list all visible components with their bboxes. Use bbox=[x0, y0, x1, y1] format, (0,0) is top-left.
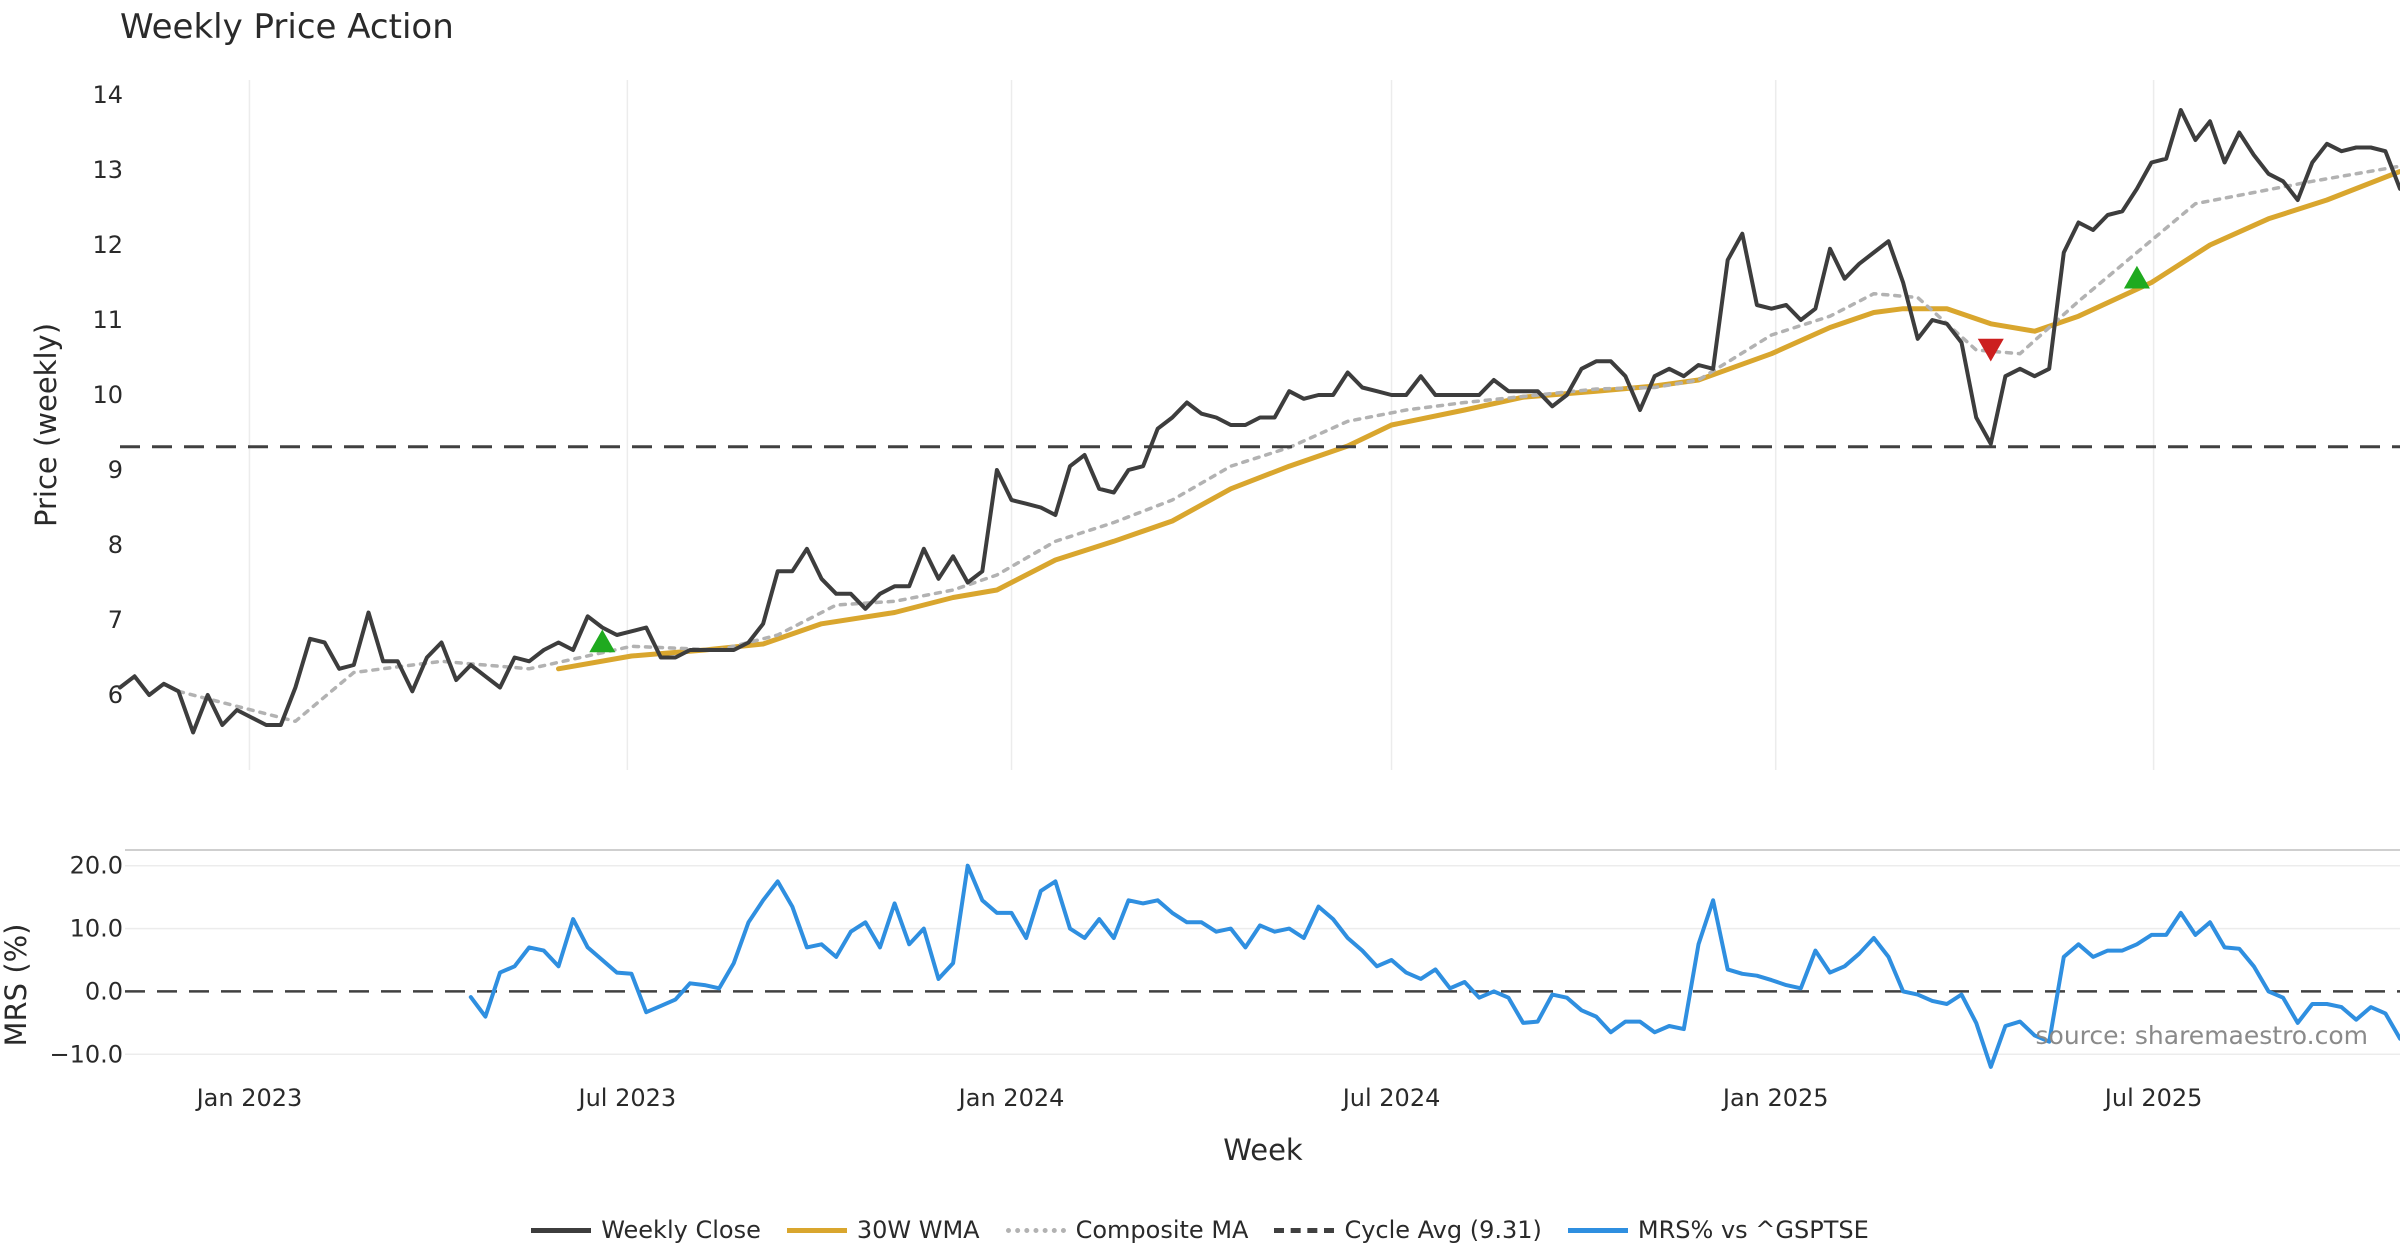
x-tick-label: Jul 2024 bbox=[1341, 1084, 1441, 1112]
chart-title: Weekly Price Action bbox=[120, 7, 454, 47]
legend-swatch bbox=[1567, 1227, 1628, 1233]
price-y-tick-label: 9 bbox=[108, 456, 123, 484]
mrs-y-tick-label: −10.0 bbox=[49, 1040, 123, 1068]
chart-legend: Weekly Close 30W WMA Composite MA Cycle Avg… bbox=[0, 1210, 2400, 1250]
legend-label: MRS% vs ^GSPTSE bbox=[1637, 1216, 1869, 1244]
x-tick-label: Jul 2023 bbox=[577, 1084, 677, 1112]
mrs-series bbox=[468, 863, 2400, 1069]
composite-ma-line bbox=[176, 164, 2400, 724]
price-y-tick-label: 8 bbox=[108, 531, 123, 559]
legend-item: Cycle Avg (9.31) bbox=[1274, 1216, 1542, 1244]
legend-label: Composite MA bbox=[1075, 1216, 1249, 1244]
legend-item: Composite MA bbox=[1005, 1216, 1249, 1244]
weekly-close-line bbox=[118, 108, 2400, 735]
x-axis-label: Week bbox=[1223, 1133, 1303, 1167]
mrs-y-ticks: 20.0 10.0 0.0 −10.0 bbox=[49, 852, 123, 1069]
legend-swatch bbox=[786, 1227, 847, 1233]
price-y-tick-label: 11 bbox=[92, 306, 123, 334]
mrs-y-axis-label: MRS (%) bbox=[0, 924, 33, 1047]
price-grid bbox=[248, 80, 2155, 770]
mrs-y-tick-label: 20.0 bbox=[70, 852, 123, 880]
price-y-tick-label: 14 bbox=[92, 81, 123, 109]
legend-item: 30W WMA bbox=[786, 1216, 980, 1244]
price-y-axis-label: Price (weekly) bbox=[29, 323, 63, 527]
signal-markers bbox=[589, 265, 2150, 653]
mrs-y-tick-label: 10.0 bbox=[70, 915, 123, 943]
sell-signal-marker bbox=[1977, 338, 2004, 362]
x-tick-label: Jan 2023 bbox=[195, 1084, 303, 1112]
mrs-line bbox=[468, 863, 2400, 1069]
legend-swatch bbox=[531, 1227, 592, 1233]
x-tick-label: Jan 2025 bbox=[1721, 1084, 1829, 1112]
legend-label: 30W WMA bbox=[856, 1216, 980, 1244]
legend-swatch bbox=[1274, 1227, 1335, 1233]
x-axis-ticks: Jan 2023 Jul 2023 Jan 2024 Jul 2024 Jan 2025… bbox=[195, 1084, 2203, 1112]
legend-swatch bbox=[1005, 1227, 1066, 1233]
legend-item: MRS% vs ^GSPTSE bbox=[1567, 1216, 1869, 1244]
mrs-y-tick-label: 0.0 bbox=[85, 977, 123, 1005]
legend-label: Weekly Close bbox=[601, 1216, 761, 1244]
price-y-tick-label: 12 bbox=[92, 231, 123, 259]
buy-signal-marker bbox=[2123, 265, 2150, 289]
legend-item: Weekly Close bbox=[531, 1216, 761, 1244]
price-y-tick-label: 7 bbox=[108, 606, 123, 634]
price-y-tick-label: 13 bbox=[92, 156, 123, 184]
source-note: source: sharemaestro.com bbox=[2036, 1021, 2369, 1050]
x-tick-label: Jul 2025 bbox=[2103, 1084, 2203, 1112]
price-y-tick-label: 10 bbox=[92, 381, 123, 409]
x-tick-label: Jan 2024 bbox=[957, 1084, 1065, 1112]
price-series bbox=[118, 108, 2400, 735]
legend-label: Cycle Avg (9.31) bbox=[1344, 1216, 1542, 1244]
mrs-panel: 20.0 10.0 0.0 −10.0 bbox=[49, 852, 2400, 1069]
buy-signal-marker bbox=[589, 629, 616, 653]
